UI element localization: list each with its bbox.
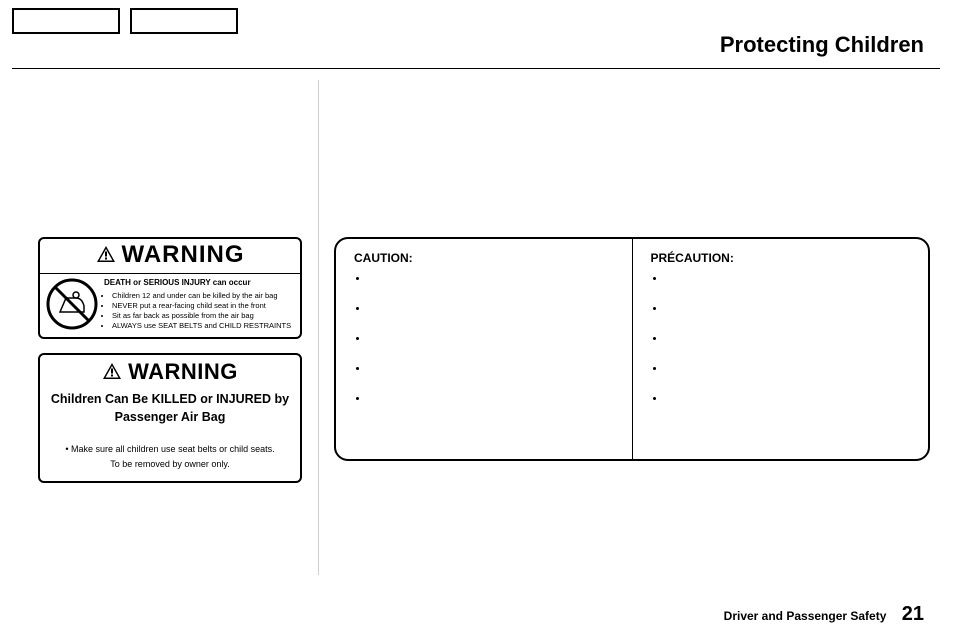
warning1-bullet: NEVER put a rear-facing child seat in th… — [112, 301, 294, 311]
caution-bullet — [368, 393, 614, 423]
warning-label-1: WARNING DEATH or SERIOUS INJURY can occu… — [38, 237, 302, 339]
caution-bullet — [665, 393, 911, 423]
caution-heading-en: CAUTION: — [354, 251, 614, 265]
warning2-subheading: Children Can Be KILLED or INJURED by Pas… — [40, 389, 300, 442]
ref-box-1 — [12, 8, 120, 34]
child-seat-prohibit-icon — [46, 278, 98, 330]
page-title: Protecting Children — [720, 32, 924, 58]
caution-bullet — [368, 273, 614, 303]
warning-label-2: WARNING Children Can Be KILLED or INJURE… — [38, 353, 302, 483]
warning1-bullet: ALWAYS use SEAT BELTS and CHILD RESTRAIN… — [112, 321, 294, 331]
warning2-note-line: Make sure all children use seat belts or… — [48, 442, 292, 456]
column-divider — [318, 80, 319, 575]
caution-column-french: PRÉCAUTION: — [633, 239, 929, 459]
warning-triangle-icon — [102, 362, 122, 383]
caution-bullet — [368, 303, 614, 333]
warning2-header: WARNING — [40, 355, 300, 389]
warning1-body: DEATH or SERIOUS INJURY can occur Childr… — [104, 278, 294, 331]
ref-box-2 — [130, 8, 238, 34]
caution-bullet — [665, 273, 911, 303]
caution-bullet — [368, 333, 614, 363]
header-divider — [12, 68, 940, 69]
caution-panel: CAUTION: PRÉCAUTION: — [334, 237, 930, 461]
warning1-bullet: Children 12 and under can be killed by t… — [112, 291, 294, 301]
caution-bullet — [665, 333, 911, 363]
top-reference-boxes — [12, 8, 238, 34]
warning1-bullet: Sit as far back as possible from the air… — [112, 311, 294, 321]
warning1-header: WARNING — [40, 239, 300, 274]
page-number: 21 — [902, 603, 924, 625]
warning-triangle-icon — [96, 245, 116, 266]
warning1-subheading: DEATH or SERIOUS INJURY can occur — [104, 278, 294, 289]
warning2-heading: WARNING — [128, 359, 238, 385]
warning2-notes: Make sure all children use seat belts or… — [40, 442, 300, 471]
warning2-note-line: To be removed by owner only. — [48, 457, 292, 471]
caution-column-english: CAUTION: — [336, 239, 633, 459]
warning1-heading: WARNING — [122, 241, 245, 269]
left-column: WARNING DEATH or SERIOUS INJURY can occu… — [38, 237, 302, 483]
caution-bullet — [368, 363, 614, 393]
caution-heading-fr: PRÉCAUTION: — [651, 251, 911, 265]
caution-bullet — [665, 363, 911, 393]
page-footer: Driver and Passenger Safety 21 — [724, 603, 924, 626]
caution-bullet — [665, 303, 911, 333]
footer-section-name: Driver and Passenger Safety — [724, 609, 887, 623]
